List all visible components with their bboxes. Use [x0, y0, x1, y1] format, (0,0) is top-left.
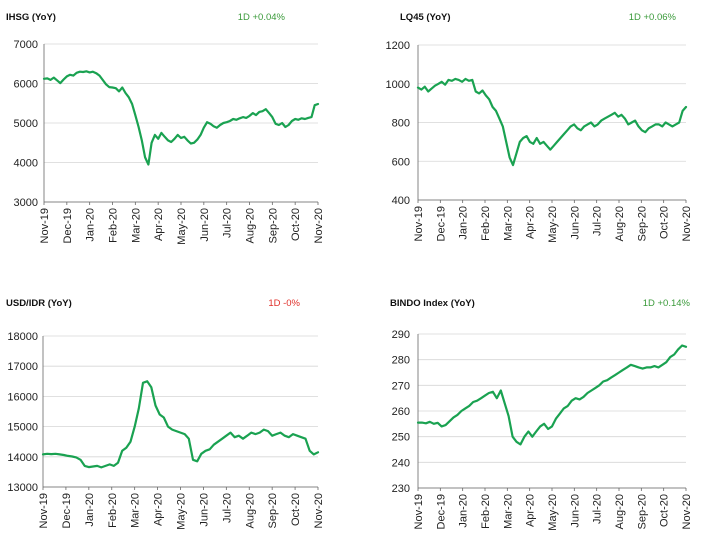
x-tick-label: Apr-20: [153, 208, 165, 241]
x-tick-label: Nov-19: [413, 494, 425, 529]
x-tick-label: Aug-20: [614, 494, 626, 529]
chart-title: USD/IDR (YoY): [6, 298, 72, 309]
series-line: [416, 344, 688, 446]
y-tick-label: 600: [392, 156, 410, 168]
x-tick-label: Feb-20: [480, 206, 492, 241]
y-tick-label: 18000: [7, 331, 38, 343]
series-line: [42, 70, 320, 166]
change-label: 1D -0%: [268, 298, 300, 309]
x-tick-label: Sep-20: [267, 493, 279, 528]
x-tick-label: Jan-20: [458, 494, 470, 528]
y-tick-label: 400: [392, 195, 410, 207]
x-tick-label: Nov-19: [38, 493, 50, 528]
x-tick-label: Oct-20: [290, 493, 302, 526]
x-tick-label: Jan-20: [458, 206, 470, 240]
x-tick-label: Oct-20: [659, 206, 671, 239]
y-tick-label: 270: [392, 380, 410, 392]
chart-panel-ihsg: IHSG (YoY) 1D +0.04% 3000 4000 5000 6000 7000 N…: [6, 12, 325, 245]
y-tick-label: 5000: [14, 118, 38, 130]
y-tick-label: 15000: [7, 422, 38, 434]
x-tick-label: Feb-20: [107, 493, 119, 528]
y-tick-label: 17000: [7, 361, 38, 373]
chart-panel-usdidr: USD/IDR (YoY) 1D -0% 13000 14000 15000 16000 1…: [6, 298, 325, 530]
x-tick-label: Sep-20: [636, 494, 648, 529]
y-tick-label: 16000: [7, 391, 38, 403]
x-tick-label: Nov-20: [681, 206, 693, 241]
change-label: 1D +0.04%: [238, 12, 286, 23]
chart-title: BINDO Index (YoY): [390, 298, 475, 309]
chart-title: IHSG (YoY): [6, 12, 56, 23]
y-tick-label: 280: [392, 355, 410, 367]
x-tick-label: Apr-20: [525, 206, 537, 239]
x-tick-label: Jul-20: [221, 493, 233, 523]
x-tick-label: Nov-20: [681, 494, 693, 529]
x-tick-label: Jan-20: [84, 493, 96, 527]
chart-title: LQ45 (YoY): [400, 12, 451, 23]
y-tick-label: 260: [392, 406, 410, 418]
series-line: [41, 380, 320, 469]
x-tick-label: Aug-20: [244, 493, 256, 528]
x-tick-label: Jul-20: [592, 206, 604, 236]
x-tick-label: Feb-20: [108, 208, 120, 243]
x-tick-label: Dec-19: [61, 493, 73, 528]
y-tick-label: 290: [392, 329, 410, 341]
y-tick-label: 250: [392, 432, 410, 444]
x-tick-label: Sep-20: [636, 206, 648, 241]
x-tick-label: Jun-20: [569, 494, 581, 528]
x-tick-label: Apr-20: [525, 494, 537, 527]
x-tick-label: May-20: [547, 206, 559, 243]
change-label: 1D +0.06%: [629, 12, 677, 23]
x-tick-label: Dec-19: [62, 208, 74, 243]
x-tick-label: Jun-20: [569, 206, 581, 240]
x-tick-label: Sep-20: [267, 208, 279, 243]
x-tick-label: Nov-19: [39, 208, 51, 243]
x-tick-label: Dec-19: [435, 206, 447, 241]
y-tick-label: 1200: [386, 40, 410, 52]
x-tick-label: Dec-19: [435, 494, 447, 529]
x-tick-label: Jun-20: [198, 493, 210, 527]
y-tick-label: 13000: [7, 482, 38, 494]
x-tick-label: Aug-20: [245, 208, 257, 243]
series-line: [416, 77, 688, 167]
x-tick-label: Nov-19: [413, 206, 425, 241]
y-tick-label: 230: [392, 483, 410, 495]
x-tick-label: Oct-20: [290, 208, 302, 241]
y-tick-label: 1000: [386, 79, 410, 91]
x-tick-label: Apr-20: [153, 493, 165, 526]
y-tick-label: 4000: [14, 158, 38, 170]
x-tick-label: Mar-20: [130, 208, 142, 243]
x-tick-label: Mar-20: [130, 493, 142, 528]
x-tick-label: Mar-20: [502, 494, 514, 529]
x-tick-label: Feb-20: [480, 494, 492, 529]
x-tick-label: Jul-20: [222, 208, 234, 238]
x-tick-label: May-20: [176, 208, 188, 245]
x-tick-label: Jan-20: [85, 208, 97, 242]
chart-panel-bindo: BINDO Index (YoY) 1D +0.14% 230 240 250 260 27…: [390, 298, 693, 531]
x-tick-label: Oct-20: [659, 494, 671, 527]
x-tick-label: May-20: [547, 494, 559, 531]
y-tick-label: 7000: [14, 39, 38, 51]
x-tick-label: Nov-20: [313, 493, 325, 528]
chart-panel-lq45: LQ45 (YoY) 1D +0.06% 400 600 800 1000 1200 Nov-…: [386, 12, 693, 243]
y-tick-label: 240: [392, 457, 410, 469]
y-tick-label: 3000: [14, 197, 38, 209]
change-label: 1D +0.14%: [643, 298, 691, 309]
x-tick-label: Aug-20: [614, 206, 626, 241]
y-tick-label: 6000: [14, 79, 38, 91]
x-tick-label: Jun-20: [199, 208, 211, 242]
y-tick-label: 800: [392, 118, 410, 130]
y-tick-label: 14000: [7, 452, 38, 464]
x-tick-label: Jul-20: [592, 494, 604, 524]
x-tick-label: May-20: [176, 493, 188, 530]
x-tick-label: Nov-20: [313, 208, 325, 243]
x-tick-label: Mar-20: [502, 206, 514, 241]
